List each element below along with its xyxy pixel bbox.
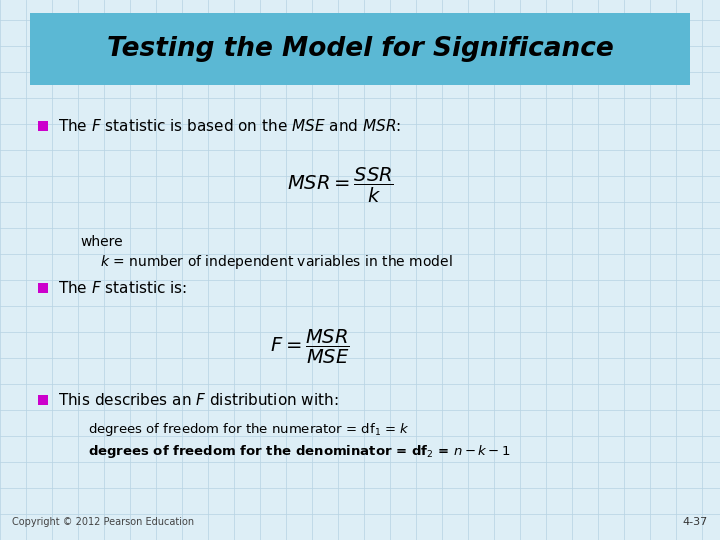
Text: The $F$ statistic is:: The $F$ statistic is: <box>58 280 187 296</box>
Bar <box>38 121 48 131</box>
FancyBboxPatch shape <box>30 13 690 85</box>
Text: $k$ = number of independent variables in the model: $k$ = number of independent variables in… <box>100 253 453 271</box>
Text: This describes an $F$ distribution with:: This describes an $F$ distribution with: <box>58 392 338 408</box>
Text: The $F$ statistic is based on the $\mathit{MSE}$ and $\mathit{MSR}$:: The $F$ statistic is based on the $\math… <box>58 118 401 134</box>
Text: where: where <box>80 235 122 249</box>
Text: Testing the Model for Significance: Testing the Model for Significance <box>107 36 613 62</box>
Bar <box>38 395 48 405</box>
Text: $\mathit{MSR} = \dfrac{\mathit{SSR}}{k}$: $\mathit{MSR} = \dfrac{\mathit{SSR}}{k}$ <box>287 165 394 205</box>
Text: degrees of freedom for the denominator = df$_2$ = $n - k - 1$: degrees of freedom for the denominator =… <box>88 443 511 461</box>
Text: $\mathit{F} = \dfrac{\mathit{MSR}}{\mathit{MSE}}$: $\mathit{F} = \dfrac{\mathit{MSR}}{\math… <box>270 328 350 366</box>
Text: degrees of freedom for the numerator = df$_1$ = $k$: degrees of freedom for the numerator = d… <box>88 422 410 438</box>
Text: 4-37: 4-37 <box>683 517 708 527</box>
Text: Copyright © 2012 Pearson Education: Copyright © 2012 Pearson Education <box>12 517 194 527</box>
Bar <box>38 283 48 293</box>
